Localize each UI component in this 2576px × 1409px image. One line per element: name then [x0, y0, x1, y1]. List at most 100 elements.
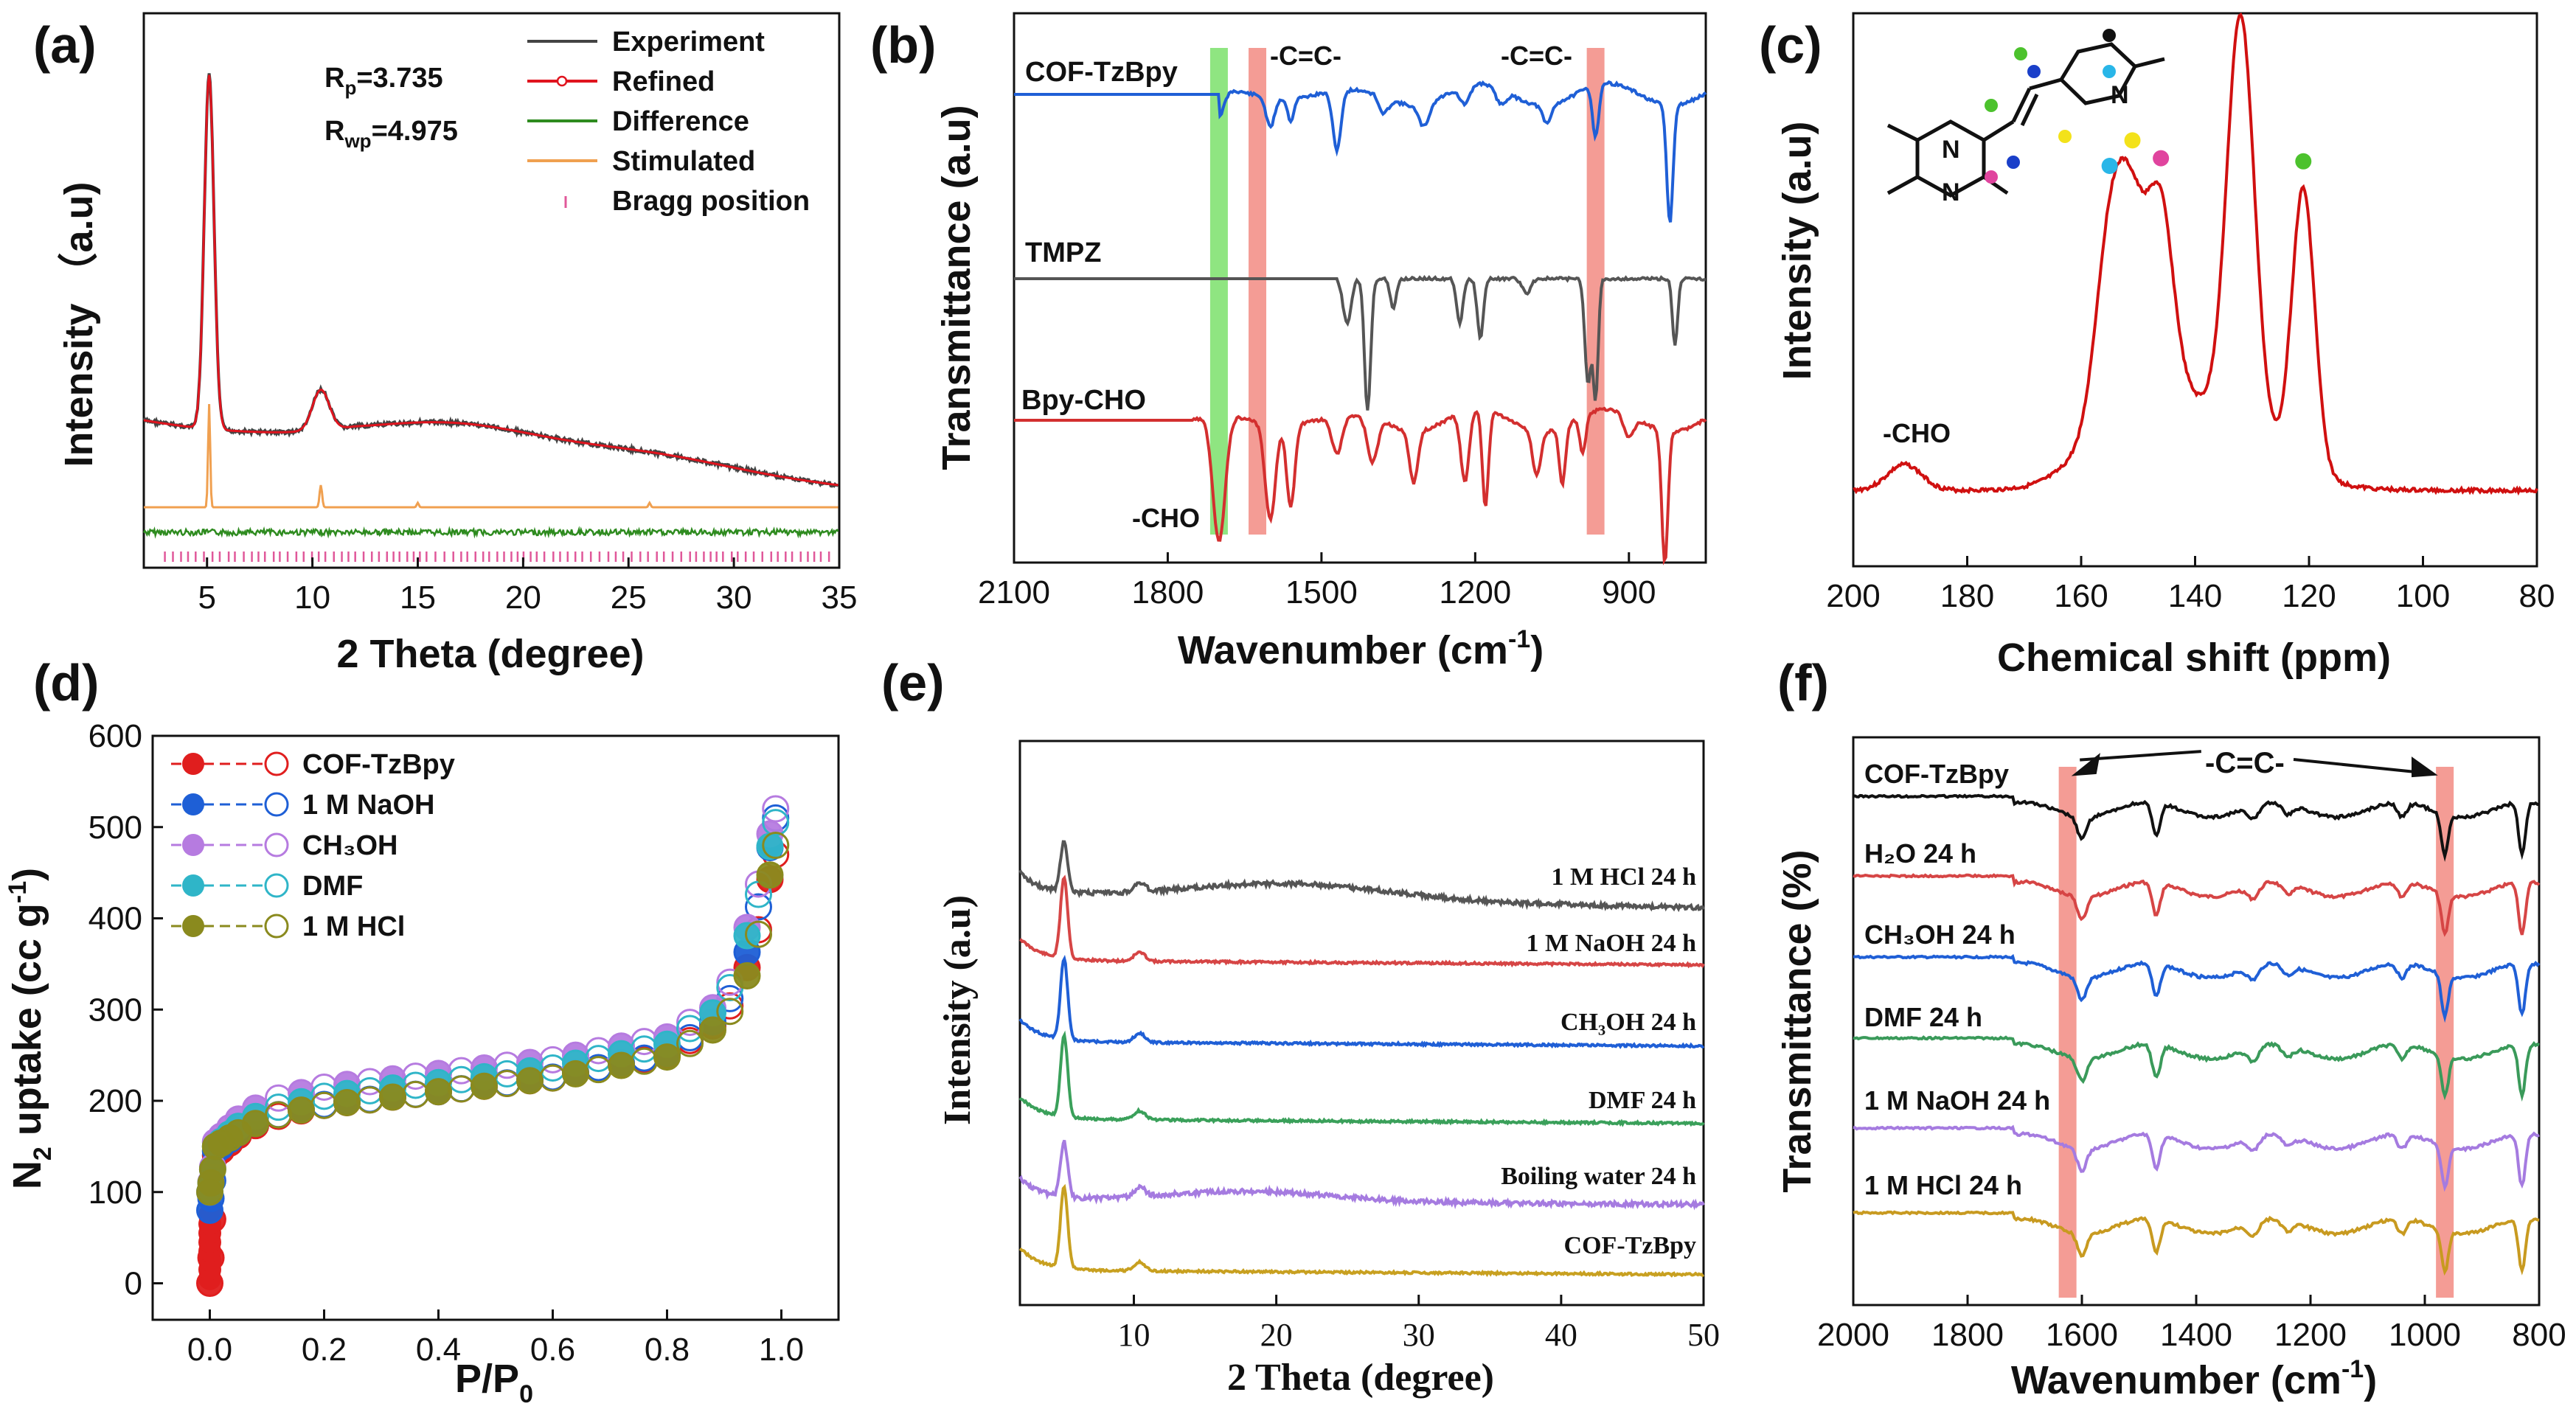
- highlight-bands: [2058, 767, 2454, 1298]
- y-axis-title: Intensity (a.u): [937, 895, 979, 1125]
- x-tick-label: 900: [1602, 574, 1656, 610]
- series-label: COF-TzBpy: [1864, 759, 2009, 789]
- series-label: 1 M HCl 24 h: [1864, 1170, 2022, 1200]
- isotherm-point: [516, 1067, 544, 1095]
- legend-label: Bragg position: [612, 186, 810, 217]
- x-tick-label: 80: [2519, 578, 2555, 614]
- x-tick-label: 1200: [2274, 1317, 2347, 1353]
- nitrogen-label: N: [1942, 178, 1960, 206]
- legend-marker-open: [264, 832, 289, 857]
- legend-marker-filled: [182, 915, 204, 937]
- legend-label: Stimulated: [612, 146, 755, 177]
- legend-marker-open: [264, 751, 289, 776]
- y-tick-label: 200: [88, 1083, 142, 1119]
- x-tick-label: 35: [822, 580, 858, 616]
- peak-markers: [2101, 132, 2312, 175]
- plot-frame: [1852, 12, 2538, 568]
- isotherm-point: [756, 861, 784, 889]
- legend-label: Refined: [612, 66, 715, 97]
- legend: Experiment Refined Difference Stimulated Bra…: [527, 27, 810, 217]
- isotherm-point: [539, 1064, 566, 1092]
- isotherm-point: [379, 1083, 406, 1111]
- isotherm-point: [631, 1047, 658, 1075]
- series-label-bpy: Bpy-CHO: [1021, 385, 1146, 416]
- x-tick-label: 2100: [978, 574, 1050, 610]
- x-axis-ticks: 200 180 160 140 120 100 80: [1826, 556, 2555, 614]
- x-tick-label: 1500: [1285, 574, 1358, 610]
- x-tick-label: 0.0: [187, 1332, 232, 1368]
- series-label: COF-TzBpy: [1564, 1232, 1696, 1259]
- isotherm-point: [356, 1086, 383, 1114]
- isotherm-point: [471, 1072, 498, 1100]
- y-axis-title: N2 uptake (cc g-1): [4, 868, 57, 1189]
- nmr-line: [1853, 12, 2538, 496]
- x-tick-label: 0.4: [416, 1332, 461, 1368]
- panel-b: (b) 2100 1800 1500 1200 900 COF-TzBpy TMPZ B…: [870, 12, 1707, 672]
- isotherm-point: [608, 1051, 635, 1079]
- series-labels: 1 M HCl 24 h 1 M NaOH 24 h CH₃OH 24 h DMF 2…: [1501, 863, 1696, 1259]
- x-tick-label: 20: [1260, 1317, 1293, 1353]
- series-label: Boiling water 24 h: [1501, 1163, 1696, 1190]
- x-axis-title: Chemical shift (ppm): [1997, 636, 2391, 680]
- x-tick-label: 1.0: [759, 1332, 804, 1368]
- y-tick-label: 100: [88, 1175, 142, 1211]
- spectrum-line: [1014, 80, 1707, 223]
- x-tick-label: 100: [2396, 578, 2450, 614]
- x-tick-label: 1000: [2389, 1317, 2461, 1353]
- x-axis-ticks: 2000 1800 1600 1400 1200 1000 800: [1817, 1295, 2566, 1353]
- x-tick-label: 0.6: [530, 1332, 575, 1368]
- isotherm-point: [402, 1080, 429, 1108]
- x-tick-label: 2000: [1817, 1317, 1889, 1353]
- peak-marker: [2153, 150, 2170, 167]
- x-tick-label: 200: [1826, 578, 1880, 614]
- pattern-line: [1018, 1030, 1705, 1127]
- structure-dot: [2103, 65, 2116, 78]
- x-tick-label: 30: [716, 580, 752, 616]
- plot-curves: [1853, 793, 2541, 1276]
- legend-marker-open: [264, 873, 289, 898]
- legend-marker-filled: [182, 793, 204, 815]
- series-label-tmpz: TMPZ: [1025, 237, 1101, 268]
- isotherm-point: [745, 893, 772, 921]
- pattern-line: [1018, 955, 1705, 1049]
- peak-marker: [2101, 158, 2118, 175]
- legend-label: 1 M NaOH: [302, 790, 434, 821]
- legend-marker-open: [264, 792, 289, 817]
- isotherm-points: [196, 795, 790, 1297]
- isotherm-point: [762, 832, 790, 859]
- panel-letter: (c): [1759, 16, 1822, 74]
- annotation-cc-1: -C=C-: [1270, 41, 1341, 71]
- plot-curves: [142, 73, 839, 562]
- annotation-cho: -CHO: [1132, 503, 1200, 533]
- isotherm-point: [493, 1069, 521, 1097]
- legend-marker-filled: [182, 874, 204, 897]
- y-tick-label: 300: [88, 992, 142, 1028]
- series-labels: COF-TzBpy H₂O 24 h CH₃OH 24 h DMF 24 h 1 M N…: [1864, 759, 2050, 1200]
- legend-marker-filled: [182, 834, 204, 856]
- plot-frame: [1013, 12, 1707, 564]
- simulated-line: [144, 403, 839, 509]
- panel-a: (a) 5 10 15 20 25 30 35 2 Theta (degree) Inten…: [33, 12, 858, 676]
- x-tick-label: 30: [1403, 1317, 1435, 1353]
- cc-arrow: [2071, 750, 2438, 778]
- isotherm-point: [699, 1016, 726, 1044]
- series-label: H₂O 24 h: [1864, 838, 1976, 869]
- pattern-line: [1018, 840, 1705, 913]
- x-axis-ticks: 10 20 30 40 50: [1118, 1295, 1720, 1353]
- plot-frame: [1018, 740, 1705, 1307]
- series-label-cof: COF-TzBpy: [1025, 57, 1178, 88]
- series-label: DMF 24 h: [1589, 1087, 1696, 1114]
- structure-dot: [2103, 29, 2116, 42]
- isotherm-point: [716, 998, 744, 1026]
- y-axis-ticks: 0 100 200 300 400 500 600: [88, 718, 163, 1302]
- legend: COF-TzBpy 1 M NaOH CH₃OH DMF 1 M HCl: [171, 749, 455, 942]
- structure-dot: [2014, 47, 2027, 60]
- structure-dot: [2007, 156, 2020, 169]
- legend-marker: [556, 75, 568, 87]
- x-tick-label: 20: [505, 580, 541, 616]
- annotation-cho: -CHO: [1883, 418, 1951, 448]
- panel-c: (c) 200 180 160 140 120 100 80 -CHO Chemical s…: [1759, 12, 2555, 680]
- legend-marker-open: [264, 914, 289, 939]
- plot-frame: [151, 734, 840, 1321]
